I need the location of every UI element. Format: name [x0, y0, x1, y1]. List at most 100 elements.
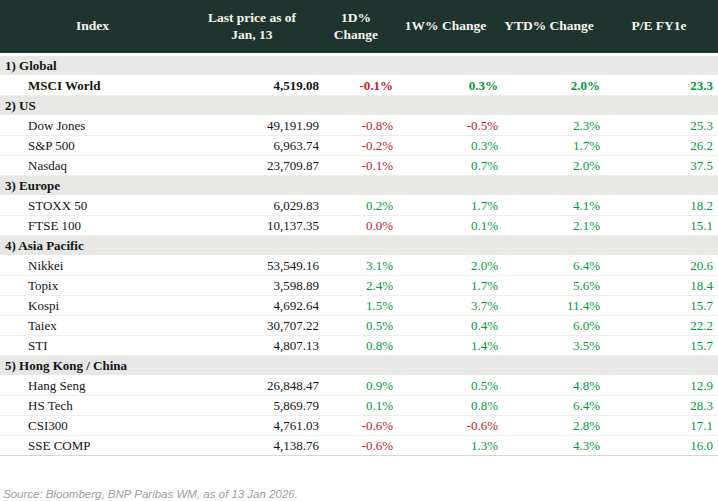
pe-fy1e: 18.2	[600, 198, 718, 214]
column-header-1w-change: 1W% Change	[393, 0, 498, 53]
index-name: Taiex	[0, 318, 185, 334]
change-1d: -0.1%	[319, 78, 393, 94]
change-ytd: 4.1%	[498, 198, 600, 214]
table-row: Taiex 30,707.22 0.5% 0.4% 6.0% 22.2	[0, 316, 718, 336]
change-1w: 0.1%	[393, 218, 498, 234]
index-name: STOXX 50	[0, 198, 185, 214]
table-row: Hang Seng 26,848.47 0.9% 0.5% 4.8% 12.9	[0, 376, 718, 396]
change-1w: 0.8%	[393, 398, 498, 414]
change-ytd: 6.0%	[498, 318, 600, 334]
column-header-pe-fy1e: P/E FY1e	[600, 0, 718, 53]
change-1d: -0.6%	[319, 438, 393, 454]
change-1w: 1.7%	[393, 278, 498, 294]
change-1d: 0.2%	[319, 198, 393, 214]
index-name: STI	[0, 338, 185, 354]
table-row: Kospi 4,692.64 1.5% 3.7% 11.4% 15.7	[0, 296, 718, 316]
change-1d: 0.9%	[319, 378, 393, 394]
pe-fy1e: 18.4	[600, 278, 718, 294]
index-name: Dow Jones	[0, 118, 185, 134]
index-name: CSI300	[0, 418, 185, 434]
change-ytd: 2.3%	[498, 118, 600, 134]
index-name: Nikkei	[0, 258, 185, 274]
change-ytd: 2.0%	[498, 78, 600, 94]
last-price: 30,707.22	[185, 318, 319, 334]
change-1d: 3.1%	[319, 258, 393, 274]
change-1w: 2.0%	[393, 258, 498, 274]
table-row: Dow Jones 49,191.99 -0.8% -0.5% 2.3% 25.…	[0, 116, 718, 136]
section-row: 3) Europe	[0, 176, 718, 196]
change-1d: -0.2%	[319, 138, 393, 154]
change-1d: 0.8%	[319, 338, 393, 354]
pe-fy1e: 20.6	[600, 258, 718, 274]
pe-fy1e: 23.3	[600, 78, 718, 94]
last-price: 4,761.03	[185, 418, 319, 434]
table-row: Topix 3,598.89 2.4% 1.7% 5.6% 18.4	[0, 276, 718, 296]
change-ytd: 6.4%	[498, 258, 600, 274]
change-1w: 0.5%	[393, 378, 498, 394]
change-ytd: 4.8%	[498, 378, 600, 394]
section-label: 2) US	[0, 98, 718, 114]
pe-fy1e: 17.1	[600, 418, 718, 434]
last-price: 4,138.76	[185, 438, 319, 454]
table-row: FTSE 100 10,137.35 0.0% 0.1% 2.1% 15.1	[0, 216, 718, 236]
table-row: SSE COMP 4,138.76 -0.6% 1.3% 4.3% 16.0	[0, 436, 718, 456]
pe-fy1e: 22.2	[600, 318, 718, 334]
index-name: Topix	[0, 278, 185, 294]
table-row: CSI300 4,761.03 -0.6% -0.6% 2.8% 17.1	[0, 416, 718, 436]
change-1d: -0.1%	[319, 158, 393, 174]
change-1d: 2.4%	[319, 278, 393, 294]
index-name: FTSE 100	[0, 218, 185, 234]
change-1d: 0.5%	[319, 318, 393, 334]
change-1w: 0.4%	[393, 318, 498, 334]
change-ytd: 6.4%	[498, 398, 600, 414]
pe-fy1e: 26.2	[600, 138, 718, 154]
last-price: 49,191.99	[185, 118, 319, 134]
table-header: Index Last price as of Jan, 13 1D% Chang…	[0, 0, 718, 53]
index-name: MSCI World	[0, 78, 185, 94]
last-price: 4,692.64	[185, 298, 319, 314]
change-1w: 0.7%	[393, 158, 498, 174]
column-header-1d-change: 1D% Change	[319, 0, 393, 53]
change-ytd: 2.1%	[498, 218, 600, 234]
change-ytd: 3.5%	[498, 338, 600, 354]
column-header-ytd-change: YTD% Change	[498, 0, 600, 53]
change-1d: -0.8%	[319, 118, 393, 134]
last-price: 23,709.87	[185, 158, 319, 174]
change-1d: 0.0%	[319, 218, 393, 234]
section-row: 2) US	[0, 96, 718, 116]
change-1w: 1.7%	[393, 198, 498, 214]
change-1w: 3.7%	[393, 298, 498, 314]
last-price: 53,549.16	[185, 258, 319, 274]
index-name: SSE COMP	[0, 438, 185, 454]
table-row: Nasdaq 23,709.87 -0.1% 0.7% 2.0% 37.5	[0, 156, 718, 176]
table-row: HS Tech 5,869.79 0.1% 0.8% 6.4% 28.3	[0, 396, 718, 416]
last-price: 4,807.13	[185, 338, 319, 354]
pe-fy1e: 12.9	[600, 378, 718, 394]
pe-fy1e: 15.1	[600, 218, 718, 234]
market-indices-panel: Index Last price as of Jan, 13 1D% Chang…	[0, 0, 718, 501]
last-price: 6,029.83	[185, 198, 319, 214]
change-ytd: 1.7%	[498, 138, 600, 154]
change-1w: 0.3%	[393, 78, 498, 94]
column-header-index: Index	[0, 0, 185, 53]
section-row: 4) Asia Pacific	[0, 236, 718, 256]
change-ytd: 4.3%	[498, 438, 600, 454]
pe-fy1e: 28.3	[600, 398, 718, 414]
section-label: 4) Asia Pacific	[0, 238, 718, 254]
index-name: Hang Seng	[0, 378, 185, 394]
last-price: 5,869.79	[185, 398, 319, 414]
table-row: STOXX 50 6,029.83 0.2% 1.7% 4.1% 18.2	[0, 196, 718, 216]
section-label: 3) Europe	[0, 178, 718, 194]
change-1w: -0.5%	[393, 118, 498, 134]
index-name: Nasdaq	[0, 158, 185, 174]
last-price: 10,137.35	[185, 218, 319, 234]
section-row: 5) Hong Kong / China	[0, 356, 718, 376]
last-price: 4,519.08	[185, 78, 319, 94]
table-row: Nikkei 53,549.16 3.1% 2.0% 6.4% 20.6	[0, 256, 718, 276]
pe-fy1e: 37.5	[600, 158, 718, 174]
table-body: 1) Global MSCI World 4,519.08 -0.1% 0.3%…	[0, 56, 718, 456]
section-row: 1) Global	[0, 56, 718, 76]
table-row: STI 4,807.13 0.8% 1.4% 3.5% 15.7	[0, 336, 718, 356]
change-ytd: 2.8%	[498, 418, 600, 434]
change-ytd: 11.4%	[498, 298, 600, 314]
